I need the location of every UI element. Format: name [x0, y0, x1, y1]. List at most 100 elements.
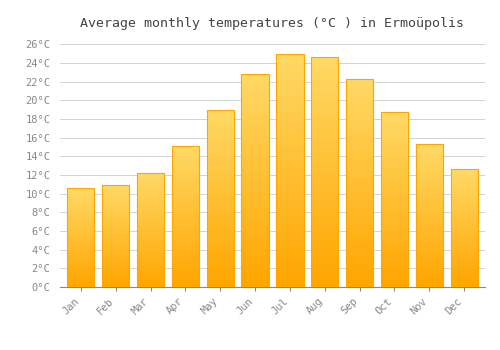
Bar: [381, 254, 408, 256]
Bar: [242, 119, 268, 121]
Bar: [68, 224, 94, 225]
Bar: [68, 247, 94, 248]
Bar: [450, 242, 477, 244]
Bar: [311, 168, 338, 170]
Bar: [450, 202, 477, 203]
Bar: [102, 274, 130, 275]
Bar: [242, 236, 268, 238]
Bar: [416, 261, 443, 263]
Bar: [416, 238, 443, 240]
Bar: [416, 277, 443, 279]
Bar: [172, 188, 199, 190]
Bar: [381, 181, 408, 182]
Bar: [450, 169, 477, 287]
Bar: [381, 224, 408, 226]
Bar: [381, 128, 408, 130]
Bar: [276, 135, 303, 138]
Bar: [206, 285, 234, 287]
Bar: [416, 273, 443, 274]
Bar: [242, 93, 268, 96]
Bar: [346, 108, 373, 110]
Bar: [137, 286, 164, 287]
Bar: [416, 180, 443, 181]
Bar: [137, 203, 164, 204]
Bar: [381, 276, 408, 278]
Bar: [172, 199, 199, 201]
Bar: [416, 210, 443, 211]
Bar: [416, 144, 443, 146]
Bar: [137, 210, 164, 211]
Bar: [346, 283, 373, 285]
Bar: [346, 218, 373, 220]
Bar: [416, 176, 443, 177]
Bar: [102, 205, 130, 206]
Bar: [450, 209, 477, 211]
Bar: [311, 280, 338, 282]
Bar: [450, 237, 477, 238]
Bar: [242, 163, 268, 166]
Bar: [206, 266, 234, 267]
Bar: [68, 237, 94, 238]
Bar: [276, 247, 303, 250]
Bar: [68, 205, 94, 206]
Bar: [242, 85, 268, 87]
Bar: [276, 84, 303, 86]
Bar: [416, 241, 443, 243]
Bar: [206, 218, 234, 219]
Bar: [68, 213, 94, 214]
Bar: [102, 264, 130, 265]
Bar: [172, 267, 199, 269]
Bar: [416, 157, 443, 159]
Bar: [416, 226, 443, 227]
Bar: [416, 146, 443, 147]
Bar: [68, 189, 94, 190]
Bar: [381, 156, 408, 158]
Bar: [206, 237, 234, 239]
Bar: [102, 230, 130, 231]
Bar: [416, 211, 443, 213]
Bar: [346, 104, 373, 106]
Bar: [450, 229, 477, 231]
Bar: [276, 159, 303, 161]
Bar: [206, 164, 234, 166]
Bar: [172, 183, 199, 184]
Bar: [311, 69, 338, 71]
Bar: [137, 222, 164, 223]
Bar: [450, 175, 477, 176]
Bar: [206, 239, 234, 241]
Bar: [416, 173, 443, 174]
Bar: [172, 260, 199, 262]
Bar: [242, 172, 268, 174]
Bar: [346, 223, 373, 225]
Bar: [450, 280, 477, 281]
Bar: [242, 276, 268, 279]
Bar: [137, 257, 164, 259]
Bar: [381, 184, 408, 186]
Bar: [172, 238, 199, 239]
Bar: [346, 227, 373, 229]
Bar: [242, 127, 268, 130]
Bar: [346, 237, 373, 239]
Bar: [381, 125, 408, 126]
Bar: [450, 238, 477, 239]
Bar: [68, 215, 94, 216]
Bar: [137, 280, 164, 281]
Bar: [346, 93, 373, 96]
Bar: [276, 54, 303, 287]
Bar: [450, 240, 477, 241]
Bar: [416, 263, 443, 264]
Bar: [137, 270, 164, 271]
Bar: [172, 253, 199, 254]
Bar: [311, 112, 338, 115]
Bar: [102, 273, 130, 274]
Bar: [206, 150, 234, 152]
Bar: [206, 159, 234, 161]
Bar: [416, 187, 443, 188]
Bar: [381, 196, 408, 198]
Bar: [381, 248, 408, 250]
Bar: [381, 170, 408, 172]
Bar: [276, 226, 303, 229]
Bar: [172, 279, 199, 280]
Bar: [137, 253, 164, 254]
Bar: [450, 192, 477, 193]
